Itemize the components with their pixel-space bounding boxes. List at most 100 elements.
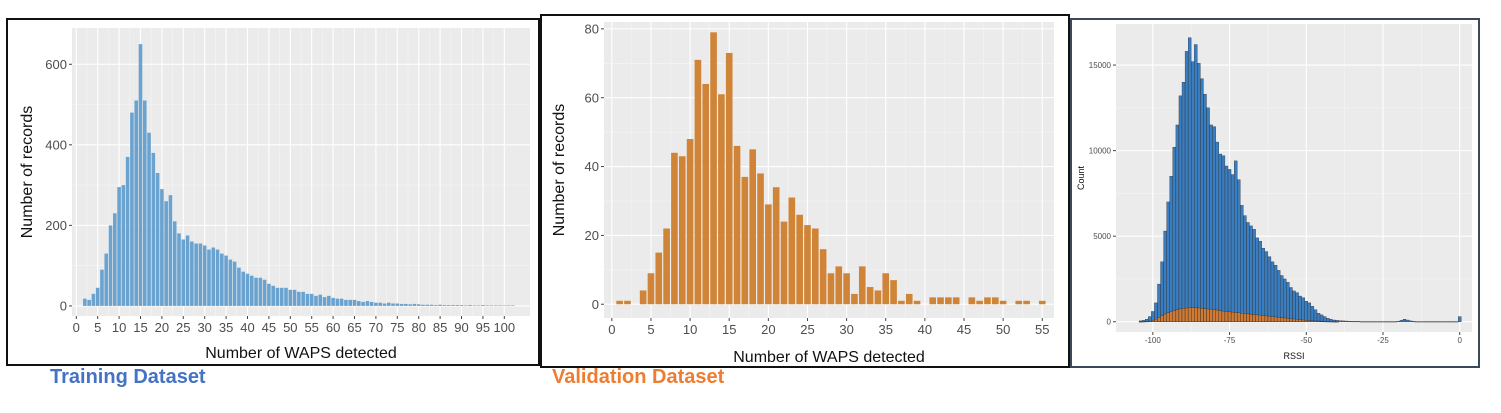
bar xyxy=(1418,321,1422,323)
bar xyxy=(898,300,905,305)
bar xyxy=(976,300,983,305)
bar xyxy=(1362,321,1367,323)
bar xyxy=(694,59,702,305)
bar xyxy=(1270,261,1275,322)
bar xyxy=(1194,44,1198,322)
bar xyxy=(220,253,224,306)
bar xyxy=(258,277,263,306)
bar xyxy=(937,297,944,305)
bar xyxy=(1369,321,1373,323)
bar xyxy=(237,267,241,306)
bar xyxy=(1187,307,1192,322)
x-tick-label: 50 xyxy=(283,320,297,335)
bar xyxy=(1169,176,1173,322)
bar xyxy=(468,305,472,306)
bar xyxy=(502,305,507,307)
bar xyxy=(1329,321,1333,323)
bar xyxy=(1203,93,1207,322)
bar xyxy=(1359,321,1364,323)
x-tick-label: 25 xyxy=(176,320,190,335)
x-tick-label: 25 xyxy=(800,322,814,337)
y-axis-label: Number of records xyxy=(19,106,36,239)
bar xyxy=(1145,321,1149,323)
bar xyxy=(1292,290,1296,322)
x-tick-label: 55 xyxy=(1035,322,1049,337)
bar xyxy=(1344,320,1348,322)
bar xyxy=(1267,316,1272,322)
bar xyxy=(202,245,207,306)
bar xyxy=(155,173,160,306)
x-tick-label: 30 xyxy=(197,320,211,335)
bar xyxy=(1138,321,1143,323)
bar xyxy=(472,305,477,307)
bar xyxy=(1246,222,1250,322)
bar xyxy=(511,305,515,307)
bar xyxy=(455,305,460,306)
bar xyxy=(905,293,913,305)
bar xyxy=(386,302,391,306)
bar xyxy=(1163,313,1167,322)
bar xyxy=(104,253,109,306)
bar xyxy=(1221,155,1226,322)
bar xyxy=(1252,314,1256,322)
bar xyxy=(1234,312,1238,322)
bar xyxy=(275,287,280,306)
bar xyxy=(464,305,468,307)
bar xyxy=(1148,320,1152,322)
x-tick-label: 45 xyxy=(957,322,971,337)
bar xyxy=(1169,311,1173,322)
bar xyxy=(1243,313,1247,322)
bar xyxy=(1292,318,1296,322)
bar xyxy=(1230,174,1235,322)
bar xyxy=(1372,321,1376,323)
bar xyxy=(348,299,353,306)
training-dataset-caption: Training Dataset xyxy=(50,366,206,388)
bar xyxy=(1338,320,1342,322)
bar xyxy=(83,298,87,306)
bar xyxy=(1387,321,1391,323)
bar xyxy=(1319,314,1324,322)
x-tick-label: 10 xyxy=(683,322,697,337)
bar xyxy=(378,302,382,306)
bar xyxy=(215,249,220,306)
x-tick-label: 35 xyxy=(879,322,893,337)
bar xyxy=(506,305,511,307)
bar xyxy=(429,304,434,306)
bar xyxy=(968,297,976,305)
bar xyxy=(1243,215,1247,322)
bar xyxy=(1451,321,1456,323)
bar xyxy=(1212,126,1216,322)
bar xyxy=(1384,321,1388,323)
bar xyxy=(1160,261,1164,322)
bar xyxy=(297,291,301,306)
bar xyxy=(425,304,430,306)
bar xyxy=(1280,317,1284,322)
bar xyxy=(1258,315,1262,322)
y-tick-label: 10000 xyxy=(1089,146,1112,155)
x-tick-label: 100 xyxy=(493,320,515,335)
y-axis-label: Count xyxy=(1076,166,1086,191)
bar xyxy=(1234,160,1238,322)
bar xyxy=(1283,317,1287,322)
bar xyxy=(249,275,254,306)
bar xyxy=(1264,315,1269,322)
bar xyxy=(765,204,772,305)
bar xyxy=(1166,312,1170,322)
bar xyxy=(1160,315,1164,322)
bar xyxy=(1203,308,1207,322)
x-tick-label: 15 xyxy=(722,322,736,337)
bar xyxy=(952,297,960,305)
bar xyxy=(442,305,447,306)
bar xyxy=(718,94,725,305)
bar xyxy=(1301,319,1305,322)
bar xyxy=(1310,306,1315,322)
bar xyxy=(1224,165,1229,322)
bar xyxy=(374,302,378,306)
bar xyxy=(1184,307,1189,322)
bar xyxy=(113,213,117,306)
bar xyxy=(686,139,694,305)
bar xyxy=(1378,321,1382,323)
bar xyxy=(1350,321,1354,323)
x-axis-label: RSSI xyxy=(1283,351,1304,361)
bar xyxy=(733,145,741,305)
